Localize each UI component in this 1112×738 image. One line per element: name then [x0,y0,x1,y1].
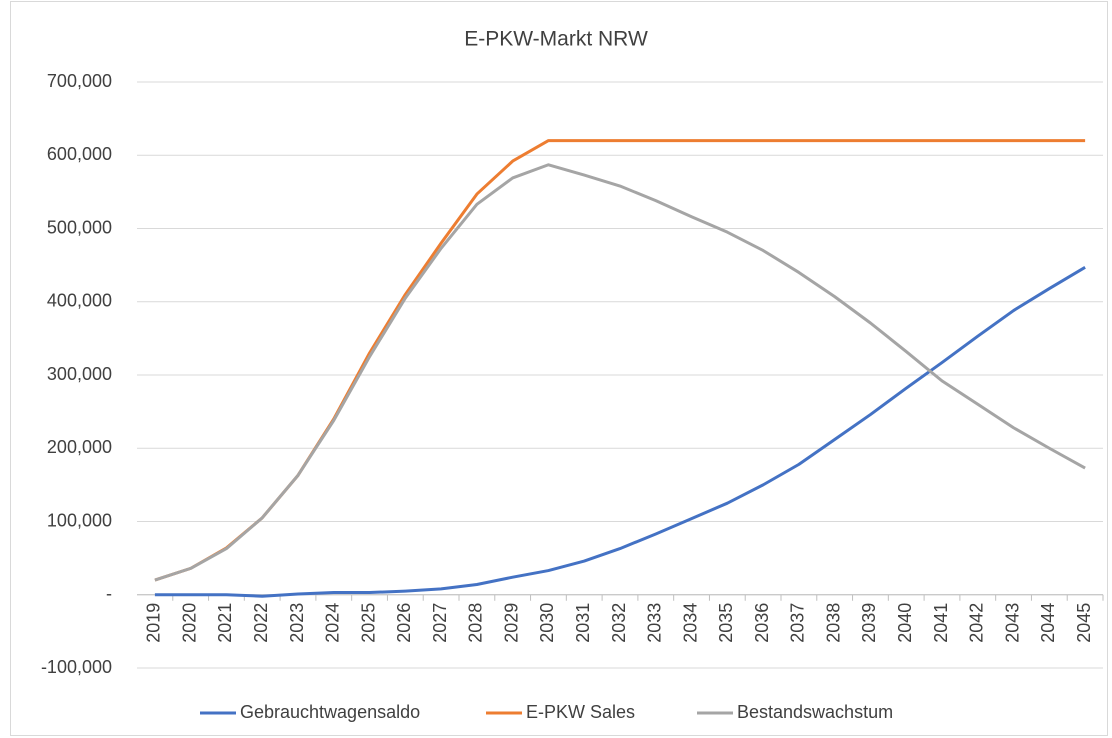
x-tick-label: 2036 [752,603,772,643]
legend-label: E-PKW Sales [526,702,635,722]
x-tick-label: 2020 [179,603,199,643]
x-tick-label: 2035 [716,603,736,643]
y-tick-label: 400,000 [47,291,112,311]
y-tick-label: - [106,584,112,604]
y-tick-label: -100,000 [41,657,112,677]
x-tick-label: 2037 [788,603,808,643]
y-tick-label: 700,000 [47,71,112,91]
y-tick-label: 200,000 [47,437,112,457]
x-tick-label: 2044 [1038,603,1058,643]
y-tick-label: 100,000 [47,510,112,530]
chart-title: E-PKW-Markt NRW [464,28,648,51]
y-tick-label: 500,000 [47,217,112,237]
x-tick-label: 2045 [1074,603,1094,643]
x-tick-label: 2040 [895,603,915,643]
x-tick-label: 2033 [645,603,665,643]
x-tick-label: 2028 [466,603,486,643]
series-line [154,163,1086,582]
x-tick-label: 2038 [823,603,843,643]
x-tick-label: 2027 [430,603,450,643]
x-tick-label: 2030 [537,603,557,643]
x-tick-label: 2022 [251,603,271,643]
x-tick-label: 2039 [859,603,879,643]
y-tick-label: 600,000 [47,144,112,164]
x-tick-label: 2042 [967,603,987,643]
x-tick-label: 2025 [358,603,378,643]
x-tick-label: 2032 [609,603,629,643]
x-tick-label: 2029 [501,603,521,643]
legend-label: Gebrauchtwagensaldo [240,702,420,722]
x-tick-label: 2021 [215,603,235,643]
x-tick-label: 2034 [680,603,700,643]
legend-label: Bestandswachstum [737,702,893,722]
x-tick-label: 2031 [573,603,593,643]
x-tick-label: 2024 [323,603,343,643]
y-tick-label: 300,000 [47,364,112,384]
x-tick-label: 2023 [287,603,307,643]
x-tick-label: 2043 [1002,603,1022,643]
x-tick-label: 2019 [144,603,164,643]
x-tick-label: 2041 [931,603,951,643]
x-tick-label: 2026 [394,603,414,643]
